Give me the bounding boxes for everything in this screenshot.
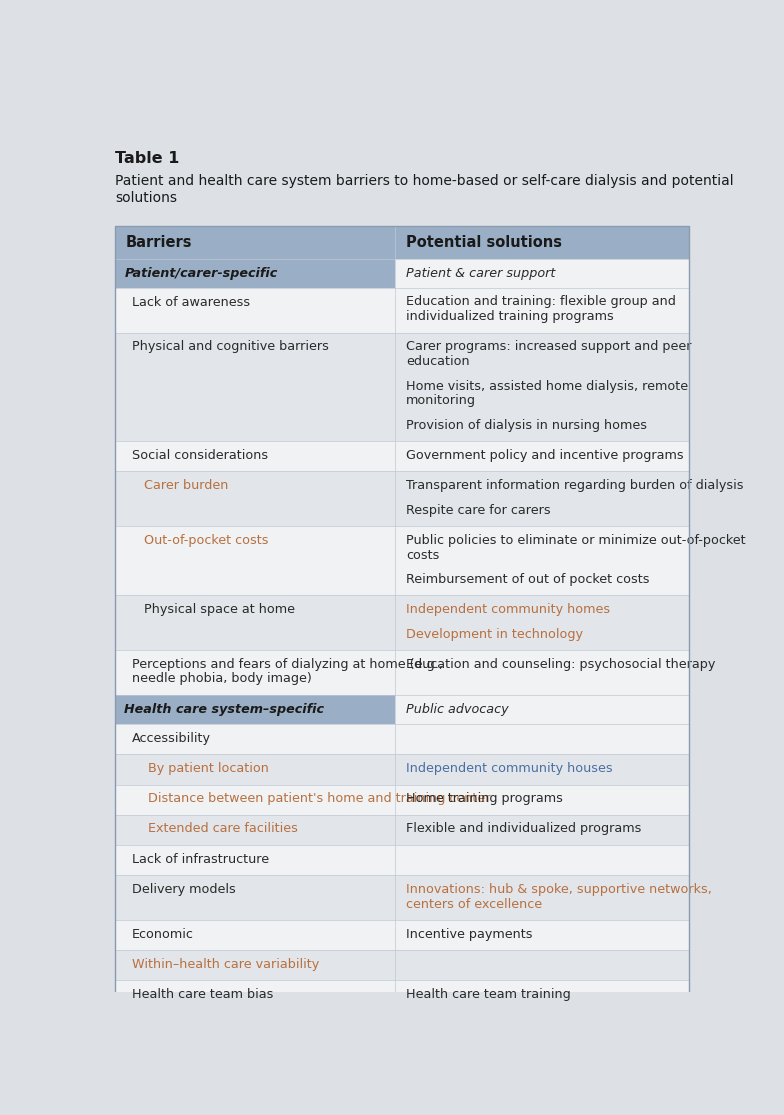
Bar <box>115 875 688 920</box>
Bar <box>115 259 395 288</box>
Bar <box>115 920 688 950</box>
Text: Carer programs: increased support and peer: Carer programs: increased support and pe… <box>406 340 691 353</box>
Text: Out-of-pocket costs: Out-of-pocket costs <box>144 534 269 546</box>
Bar <box>115 950 688 980</box>
Bar <box>395 695 688 725</box>
Bar <box>115 595 688 650</box>
Text: Barriers: Barriers <box>126 235 192 250</box>
Text: Carer burden: Carer burden <box>144 479 229 492</box>
Text: Physical and cognitive barriers: Physical and cognitive barriers <box>132 340 329 353</box>
Text: monitoring: monitoring <box>406 395 476 407</box>
Text: needle phobia, body image): needle phobia, body image) <box>132 672 312 686</box>
Text: Incentive payments: Incentive payments <box>406 928 532 941</box>
Bar <box>115 650 688 695</box>
Bar <box>115 695 395 725</box>
Text: Patient and health care system barriers to home-based or self-care dialysis and : Patient and health care system barriers … <box>115 174 734 187</box>
Text: costs: costs <box>406 549 439 562</box>
Bar <box>115 755 688 785</box>
Text: Perceptions and fears of dialyzing at home (e.g.,: Perceptions and fears of dialyzing at ho… <box>132 658 443 671</box>
Text: Reimbursement of out of pocket costs: Reimbursement of out of pocket costs <box>406 573 649 586</box>
Text: Development in technology: Development in technology <box>406 628 583 640</box>
Text: Public policies to eliminate or minimize out-of-pocket: Public policies to eliminate or minimize… <box>406 534 746 546</box>
Text: Government policy and incentive programs: Government policy and incentive programs <box>406 449 684 462</box>
Text: Table 1: Table 1 <box>115 151 180 166</box>
Text: Independent community houses: Independent community houses <box>406 763 612 775</box>
Bar <box>115 815 688 845</box>
Text: centers of excellence: centers of excellence <box>406 898 542 911</box>
Text: Provision of dialysis in nursing homes: Provision of dialysis in nursing homes <box>406 419 647 432</box>
Text: Respite care for carers: Respite care for carers <box>406 504 550 516</box>
Text: Health care team bias: Health care team bias <box>132 988 274 1001</box>
Bar <box>115 845 688 875</box>
Text: Delivery models: Delivery models <box>132 883 236 895</box>
Text: Education and training: flexible group and: Education and training: flexible group a… <box>406 295 676 309</box>
Text: Health care system–specific: Health care system–specific <box>125 704 325 716</box>
Text: education: education <box>406 356 470 368</box>
Bar <box>115 472 688 526</box>
Text: Health care team training: Health care team training <box>406 988 571 1001</box>
Bar <box>115 526 688 595</box>
Text: Patient/carer-specific: Patient/carer-specific <box>125 266 278 280</box>
Text: Flexible and individualized programs: Flexible and individualized programs <box>406 823 641 835</box>
Bar <box>115 332 688 442</box>
Text: Independent community homes: Independent community homes <box>406 603 610 617</box>
Text: Home visits, assisted home dialysis, remote: Home visits, assisted home dialysis, rem… <box>406 379 688 392</box>
Text: Transparent information regarding burden of dialysis: Transparent information regarding burden… <box>406 479 743 492</box>
Text: Extended care facilities: Extended care facilities <box>147 823 297 835</box>
Text: Innovations: hub & spoke, supportive networks,: Innovations: hub & spoke, supportive net… <box>406 883 712 895</box>
Bar <box>115 725 688 755</box>
Text: solutions: solutions <box>115 191 177 205</box>
Text: Physical space at home: Physical space at home <box>144 603 296 617</box>
Text: Patient & carer support: Patient & carer support <box>406 266 555 280</box>
Text: Lack of infrastructure: Lack of infrastructure <box>132 853 269 865</box>
Bar <box>115 288 688 332</box>
Text: Distance between patient's home and training center: Distance between patient's home and trai… <box>147 793 490 805</box>
Bar <box>115 785 688 815</box>
Text: Social considerations: Social considerations <box>132 449 268 462</box>
Text: Potential solutions: Potential solutions <box>406 235 562 250</box>
Text: By patient location: By patient location <box>147 763 268 775</box>
Text: Lack of awareness: Lack of awareness <box>132 295 250 309</box>
Bar <box>115 226 688 259</box>
Text: Education and counseling: psychosocial therapy: Education and counseling: psychosocial t… <box>406 658 715 671</box>
Text: Home training programs: Home training programs <box>406 793 563 805</box>
Text: individualized training programs: individualized training programs <box>406 310 614 323</box>
Bar <box>395 259 688 288</box>
Text: Public advocacy: Public advocacy <box>406 704 508 716</box>
Bar <box>115 442 688 472</box>
Text: Within–health care variability: Within–health care variability <box>132 958 319 971</box>
Text: Accessibility: Accessibility <box>132 731 211 745</box>
Bar <box>115 980 688 1010</box>
Text: Economic: Economic <box>132 928 194 941</box>
